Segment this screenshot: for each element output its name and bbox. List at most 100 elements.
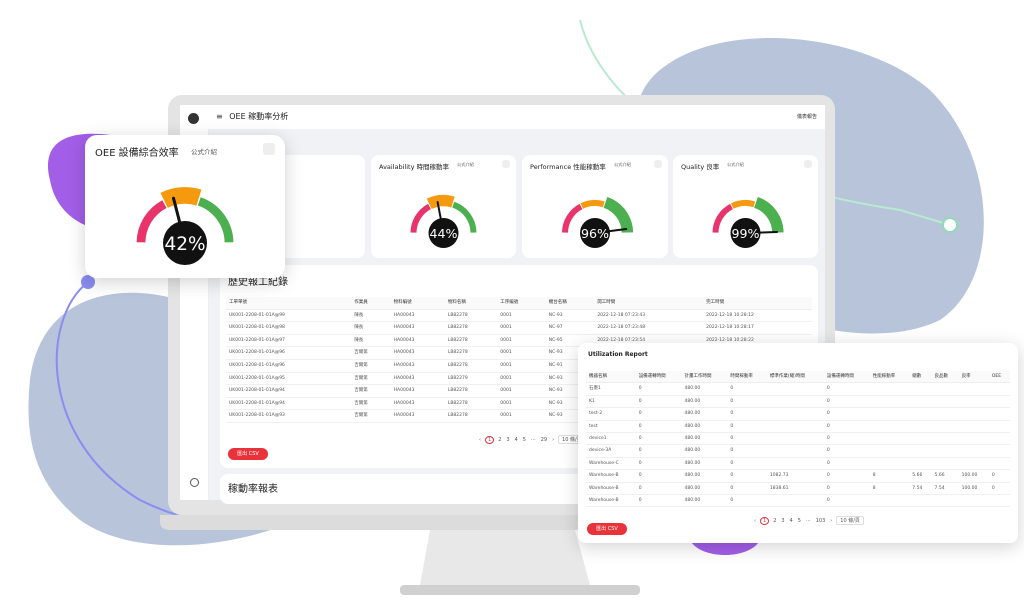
export-button[interactable]: 匯出 CSV: [228, 448, 268, 460]
table-cell: device-3A: [586, 444, 636, 458]
page-number[interactable]: 1: [485, 435, 495, 444]
page-number[interactable]: 1: [760, 516, 770, 525]
gauge-card: Availability 時間稼動率 公式介紹 44%: [371, 155, 516, 258]
gauge-band: [753, 196, 784, 233]
table-cell: 480.00: [681, 494, 728, 508]
table-cell: 2022-12-18 07:23:48: [594, 321, 704, 335]
table-cell: HA00043: [390, 384, 445, 398]
table-cell: 0: [635, 469, 682, 483]
menu-button[interactable]: [654, 160, 662, 168]
table-cell: Warehouse-C: [586, 457, 636, 471]
table-cell: 480.00: [681, 407, 728, 421]
table-cell: 7.54: [931, 482, 959, 496]
prev-page[interactable]: ‹: [479, 436, 481, 443]
formula-link[interactable]: 公式介紹: [727, 162, 744, 167]
page-number[interactable]: 5: [797, 517, 801, 524]
table-cell: [766, 420, 824, 434]
gauge-value: 44%: [430, 226, 458, 241]
table-cell: 0: [635, 457, 682, 471]
table-cell: 480.00: [681, 420, 728, 434]
table-cell: [931, 420, 959, 434]
page-number[interactable]: 4: [514, 436, 518, 443]
table-cell: [909, 444, 932, 458]
table-row: UK001-2208-01-01A@98 陳長 HA00043 LB82278 0001…: [226, 321, 812, 335]
table-cell: 2022-12-18 10:28:12: [703, 309, 812, 323]
table-cell: 0: [823, 444, 870, 458]
table-cell: K1: [586, 395, 636, 409]
page-number[interactable]: 5: [522, 436, 526, 443]
column-header: 設備運轉時間: [823, 371, 870, 384]
table-cell: HA00043: [390, 334, 445, 348]
table-cell: [869, 407, 910, 421]
header-row: 工單單號 作業員 物料編號 物料名稱 工序編號 機台名稱 開工時間 完工時間: [226, 297, 812, 310]
table-cell: 陳長: [351, 321, 391, 335]
table-cell: [869, 494, 910, 508]
table-cell: 480.00: [681, 469, 728, 483]
table-cell: 0: [635, 395, 682, 409]
table-cell: [931, 432, 959, 446]
menu-button[interactable]: [263, 143, 275, 155]
page-number[interactable]: 29: [540, 436, 548, 443]
prev-page[interactable]: ‹: [754, 517, 756, 524]
table-cell: 0001: [497, 334, 546, 348]
table-cell: 0: [988, 482, 1010, 496]
formula-link[interactable]: 公式介紹: [191, 148, 217, 156]
table-cell: HA00043: [390, 372, 445, 386]
export-button[interactable]: 匯出 CSV: [587, 523, 627, 535]
table-cell: Warehouse-B: [586, 494, 636, 508]
column-header: 良品數: [931, 371, 959, 384]
table-row: Warehouse-B 0 480.00 0 1082.73 0 8 5.66 5.66 100.…: [586, 469, 1010, 483]
page-number[interactable]: 3: [506, 436, 510, 443]
user[interactable]: 儀表報告: [796, 114, 817, 120]
table-cell: [869, 382, 910, 396]
table-cell: [988, 420, 1010, 434]
page-number[interactable]: ···: [805, 517, 811, 524]
column-header: 工序編號: [497, 297, 546, 310]
table-cell: HA00043: [390, 359, 445, 373]
next-page[interactable]: ›: [830, 517, 833, 524]
table-cell: [869, 420, 910, 434]
table-cell: [988, 494, 1010, 508]
data-table: 機器名稱 設備運轉時間 計畫工作時間 時間稼動率 標準作業(總)時間 設備運轉時間 性能稼動…: [586, 371, 1010, 508]
table-cell: LB82278: [444, 309, 498, 323]
table-cell: [988, 407, 1010, 421]
gauge-value: 96%: [581, 226, 609, 241]
table-cell: 0001: [497, 309, 546, 323]
table-cell: NC-97: [545, 321, 595, 335]
menu-icon[interactable]: ≡: [216, 112, 223, 121]
page-number[interactable]: 2: [773, 517, 777, 524]
page-size[interactable]: 10 條/頁: [836, 516, 864, 525]
menu-button[interactable]: [804, 160, 812, 168]
table-row: test-2 0 480.00 0 0: [586, 407, 1010, 421]
logout-icon[interactable]: [190, 478, 199, 487]
table-cell: [958, 457, 989, 471]
table-cell: 0: [727, 469, 767, 483]
gauge-card: Quality 良率 公式介紹 99%: [673, 155, 818, 258]
gauge-band: [562, 203, 583, 233]
page-number[interactable]: 2: [498, 436, 502, 443]
next-page[interactable]: ›: [552, 436, 555, 443]
table-row: UK001-2208-01-01A@99 陳長 HA00043 LB82278 0001…: [226, 309, 812, 323]
table-cell: 0: [727, 420, 767, 434]
table-cell: Warehouse-B: [586, 482, 636, 496]
column-header: 時間稼動率: [727, 371, 767, 384]
table-cell: UK001-2208-01-01A@94: [226, 384, 352, 398]
table-cell: 0: [727, 395, 767, 409]
page-number[interactable]: 103: [815, 517, 826, 524]
table-cell: UK001-2208-01-01A@95: [226, 372, 352, 386]
table-cell: 陳長: [351, 334, 391, 348]
table-row: Warehouse-B 0 480.00 0 1838.61 0 8 7.54 7.54 100.…: [586, 482, 1010, 496]
column-header: 性能稼動率: [869, 371, 910, 384]
gauge: 96%: [562, 196, 634, 248]
page-number[interactable]: ···: [530, 436, 536, 443]
table-cell: 0: [823, 420, 870, 434]
menu-button[interactable]: [502, 160, 510, 168]
gauge-band: [712, 203, 734, 233]
gauge-band: [160, 187, 202, 209]
formula-link[interactable]: 公式介紹: [457, 162, 474, 167]
formula-link[interactable]: 公式介紹: [614, 162, 631, 167]
page-number[interactable]: 3: [781, 517, 785, 524]
table-cell: HA00043: [390, 409, 445, 423]
page-number[interactable]: 4: [789, 517, 793, 524]
utilization-card: Utilization Report 機器名稱 設備運轉時間 計畫工作時間 時間稼動率…: [578, 343, 1018, 543]
